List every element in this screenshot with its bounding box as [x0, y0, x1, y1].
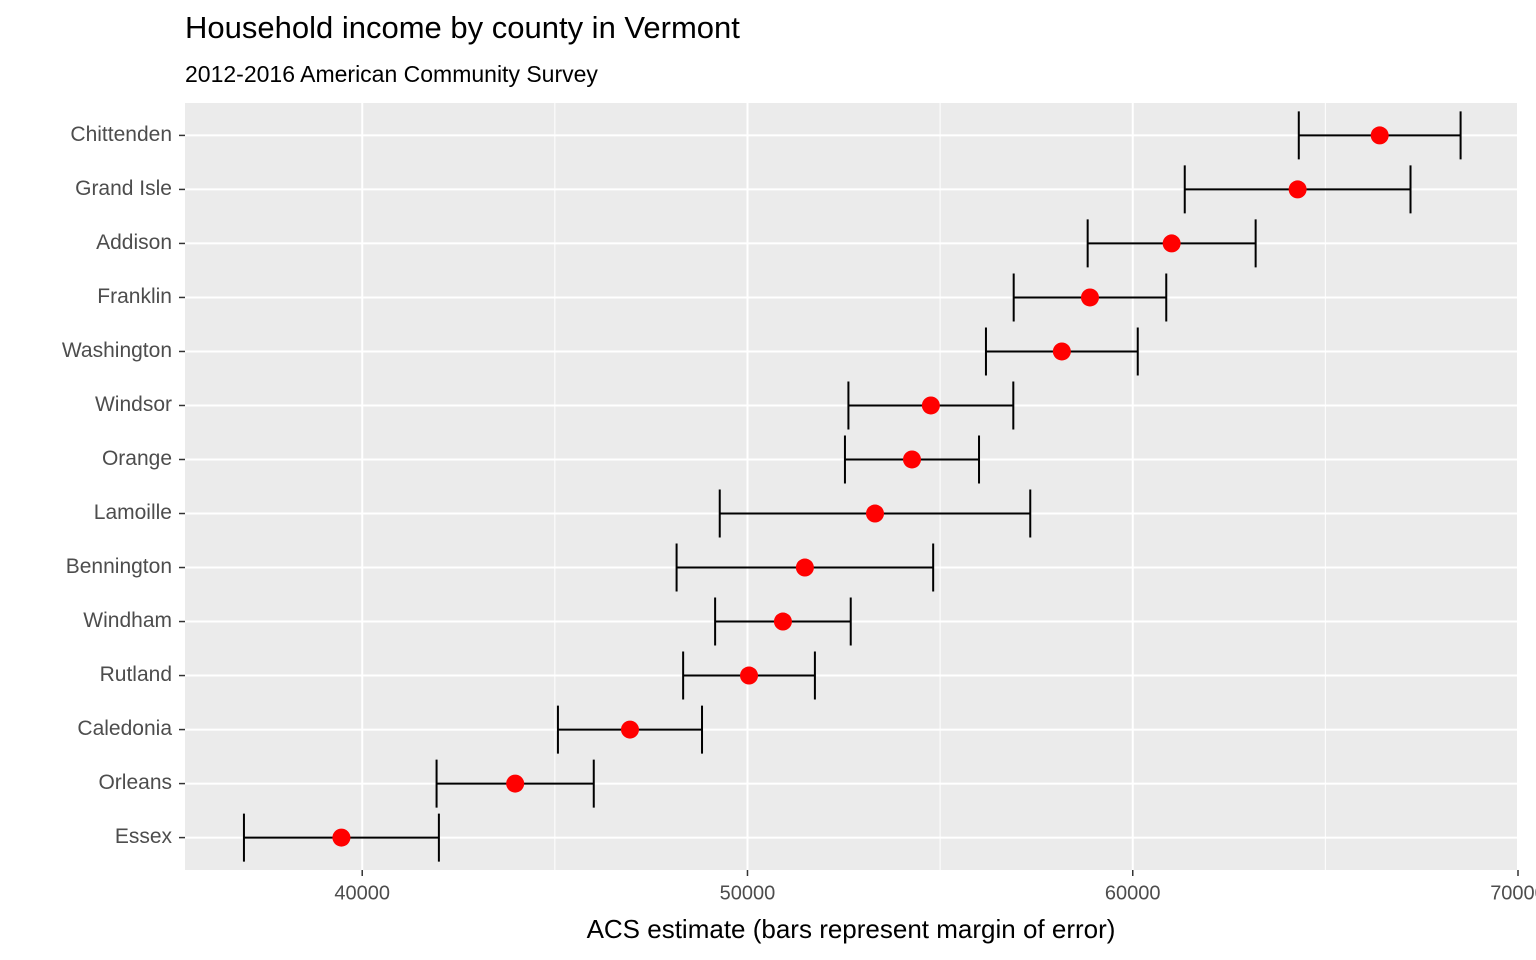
- y-tick-label: Windham: [83, 609, 172, 632]
- point: [740, 666, 759, 685]
- x-axis-title: ACS estimate (bars represent margin of e…: [587, 914, 1116, 944]
- point: [1162, 234, 1181, 253]
- point: [902, 450, 921, 469]
- panel: [185, 103, 1518, 870]
- y-tick-label: Chittenden: [70, 123, 172, 146]
- y-tick-label: Bennington: [66, 555, 172, 578]
- x-tick-label: 70000: [1490, 882, 1536, 904]
- point: [506, 774, 525, 793]
- y-tick-label: Windsor: [95, 393, 172, 416]
- x-tick-label: 60000: [1105, 882, 1161, 904]
- point: [1052, 342, 1071, 361]
- point: [1288, 180, 1307, 199]
- y-tick-label: Orange: [102, 447, 172, 470]
- y-tick-label: Franklin: [97, 285, 172, 308]
- y-tick-label: Essex: [115, 825, 173, 848]
- y-tick-label: Grand Isle: [75, 177, 172, 200]
- point: [620, 720, 639, 739]
- y-tick-label: Orleans: [98, 771, 172, 794]
- x-tick-label: 50000: [720, 882, 776, 904]
- point: [1080, 288, 1099, 307]
- y-tick-label: Lamoille: [94, 501, 172, 524]
- y-tick-label: Washington: [62, 339, 172, 362]
- y-tick-label: Caledonia: [77, 717, 172, 740]
- point: [332, 828, 351, 847]
- point: [921, 396, 940, 415]
- chart-title: Household income by county in Vermont: [185, 10, 740, 45]
- point: [773, 612, 792, 631]
- point: [1370, 126, 1389, 145]
- x-tick-label: 40000: [334, 882, 390, 904]
- y-tick-label: Rutland: [100, 663, 172, 686]
- y-tick-label: Addison: [96, 231, 172, 254]
- chart-subtitle: 2012-2016 American Community Survey: [185, 61, 598, 87]
- point: [866, 504, 885, 523]
- point: [795, 558, 814, 577]
